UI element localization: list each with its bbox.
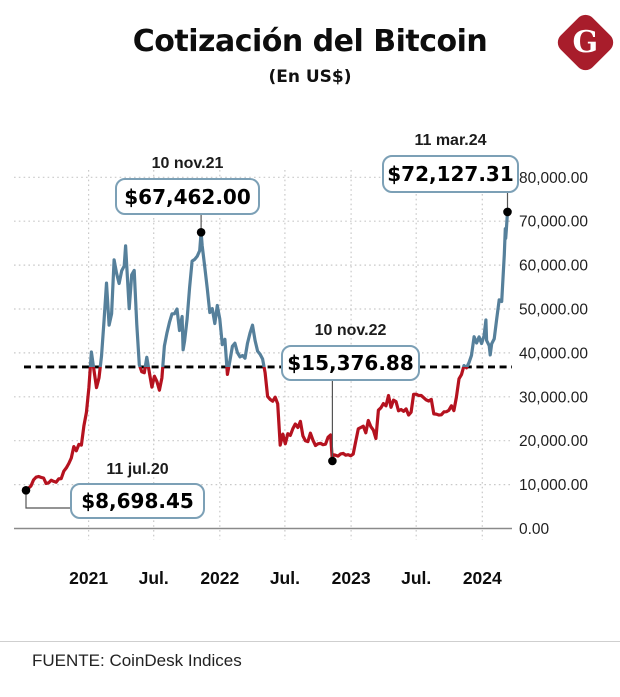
annotation-value-jul20: $8,698.45 bbox=[70, 483, 205, 519]
svg-text:70,000.00: 70,000.00 bbox=[519, 214, 588, 231]
annotation-value-nov21: $67,462.00 bbox=[115, 178, 260, 215]
svg-text:Jul.: Jul. bbox=[270, 568, 300, 588]
svg-text:Jul.: Jul. bbox=[401, 568, 431, 588]
page-title: Cotización del Bitcoin bbox=[132, 24, 488, 59]
svg-text:10,000.00: 10,000.00 bbox=[519, 477, 588, 494]
annotation-date-nov22: 10 nov.22 bbox=[314, 322, 387, 339]
annotation-date-jul20: 11 jul.20 bbox=[106, 461, 169, 478]
source-credit: FUENTE: CoinDesk Indices bbox=[32, 651, 242, 670]
footer-divider bbox=[0, 641, 620, 642]
annotation-date-nov21: 10 nov.21 bbox=[151, 155, 224, 172]
annotation-value-text: $15,376.88 bbox=[287, 351, 414, 375]
annotation-value-mar24: $72,127.31 bbox=[382, 155, 519, 193]
svg-text:2024: 2024 bbox=[463, 568, 502, 588]
annotation-value-text: $8,698.45 bbox=[81, 489, 194, 513]
svg-text:0.00: 0.00 bbox=[519, 521, 550, 538]
page-subtitle: (En US$) bbox=[268, 67, 352, 87]
price-chart: 0.00 10,000.00 20,000.00 30,000.00 40,000.00… bbox=[14, 170, 588, 588]
svg-text:2022: 2022 bbox=[200, 568, 239, 588]
annotation-date-mar24: 11 mar.24 bbox=[414, 132, 487, 149]
annotation-value-text: $67,462.00 bbox=[124, 184, 251, 209]
svg-text:40,000.00: 40,000.00 bbox=[519, 345, 588, 362]
svg-text:50,000.00: 50,000.00 bbox=[519, 302, 588, 319]
annotation-value-text: $72,127.31 bbox=[387, 162, 514, 186]
annotation-value-nov22: $15,376.88 bbox=[281, 345, 420, 381]
svg-text:2023: 2023 bbox=[332, 568, 371, 588]
svg-text:60,000.00: 60,000.00 bbox=[519, 258, 588, 275]
svg-text:80,000.00: 80,000.00 bbox=[519, 170, 588, 187]
svg-text:2021: 2021 bbox=[69, 568, 108, 588]
svg-text:Jul.: Jul. bbox=[139, 568, 169, 588]
svg-text:20,000.00: 20,000.00 bbox=[519, 433, 588, 450]
svg-text:30,000.00: 30,000.00 bbox=[519, 389, 588, 406]
